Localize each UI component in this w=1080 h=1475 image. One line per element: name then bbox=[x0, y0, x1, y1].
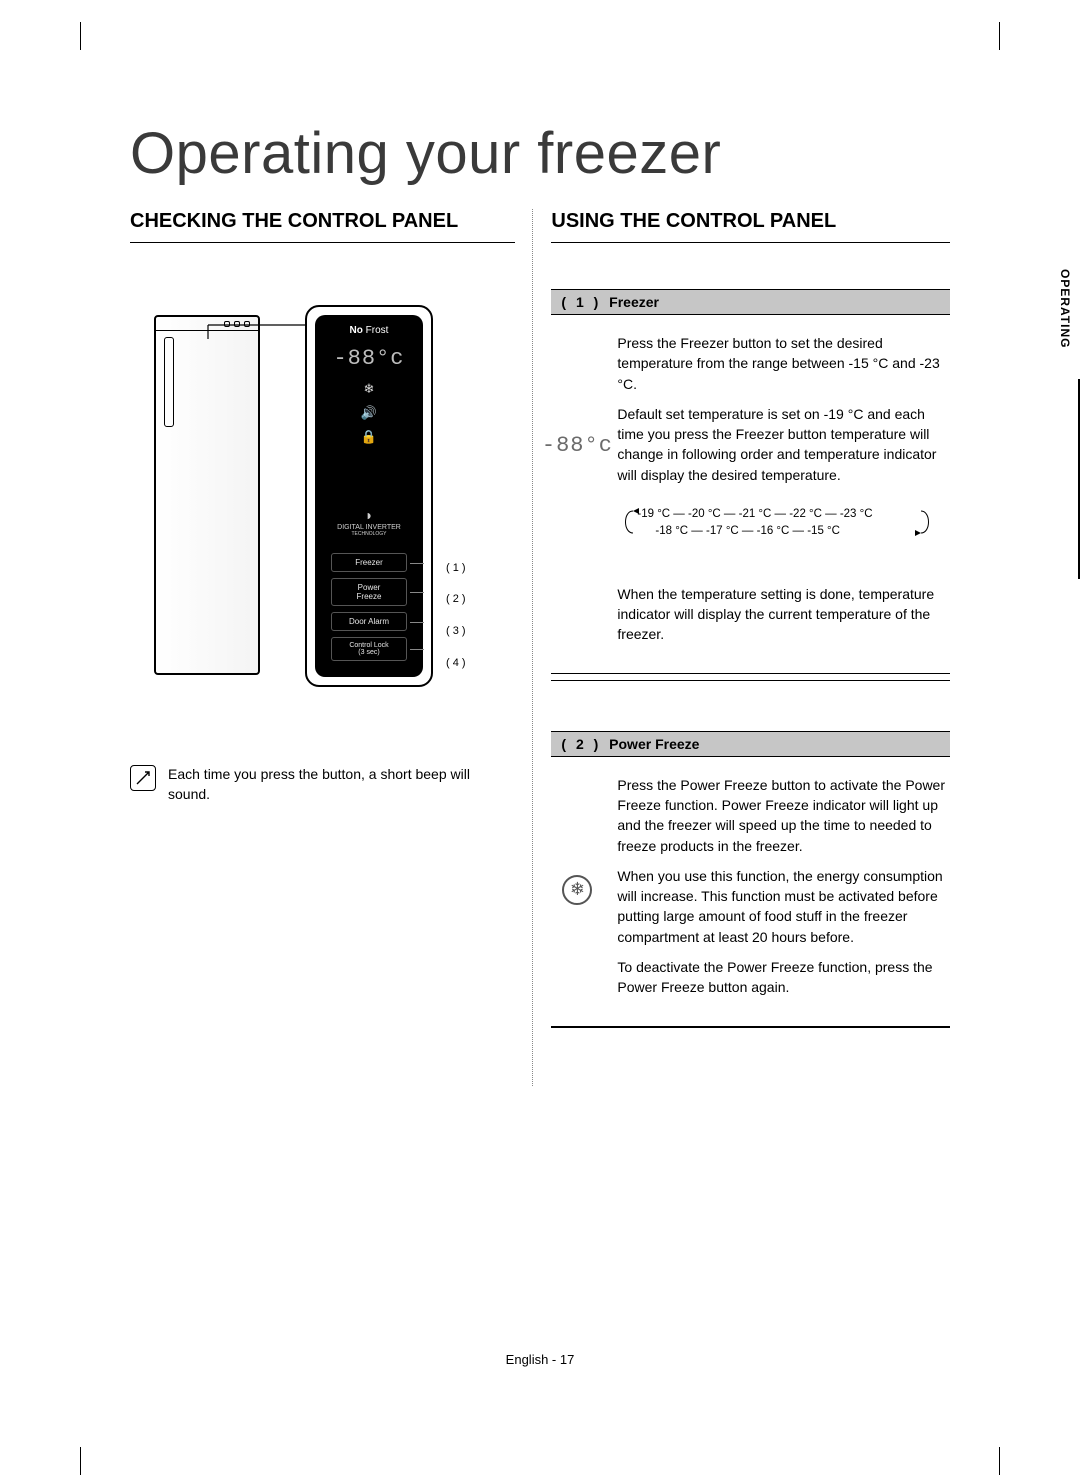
feature-2-header: ( 2 ) Power Freeze bbox=[551, 731, 950, 757]
alarm-icon: 🔊 bbox=[361, 405, 377, 421]
divider bbox=[551, 1027, 950, 1028]
page-footer: English - 17 bbox=[130, 1352, 950, 1367]
callout-number-3: ( 3 ) bbox=[446, 625, 466, 637]
panel-buttons: Freezer Power Freeze Door Alarm Control … bbox=[321, 547, 417, 667]
section-heading-right: USING THE CONTROL PANEL bbox=[551, 209, 950, 234]
inverter-logo: ◗ DIGITAL INVERTER TECHNOLOGY bbox=[337, 498, 401, 537]
feature-1-row: -88°c Press the Freezer button to set th… bbox=[551, 315, 950, 674]
note-icon bbox=[130, 765, 156, 791]
power-freeze-button[interactable]: Power Freeze bbox=[331, 578, 407, 606]
callout-number-1: ( 1 ) bbox=[446, 562, 466, 574]
feature-1-header: ( 1 ) Freezer bbox=[551, 289, 950, 315]
callout-number-4: ( 4 ) bbox=[446, 657, 466, 669]
feature-2-row: ❄ Press the Power Freeze button to activ… bbox=[551, 757, 950, 1027]
temperature-display: -88°c bbox=[333, 346, 404, 371]
control-panel-callout: No Frost -88°c ❄ 🔊 🔒 ◗ DIGITAL INVERTER … bbox=[305, 305, 433, 687]
callout-number-2: ( 2 ) bbox=[446, 593, 466, 605]
left-column: CHECKING THE CONTROL PANEL No Frost bbox=[130, 209, 515, 1046]
feature-1-text: Press the Freezer button to set the desi… bbox=[617, 333, 950, 655]
temperature-cycle-diagram: -19 °C — -20 °C — -21 °C — -22 °C — -23 … bbox=[617, 499, 950, 584]
divider bbox=[551, 242, 950, 243]
control-panel: No Frost -88°c ❄ 🔊 🔒 ◗ DIGITAL INVERTER … bbox=[315, 315, 423, 677]
lock-icon: 🔒 bbox=[361, 429, 377, 445]
door-alarm-button[interactable]: Door Alarm bbox=[331, 612, 407, 631]
divider bbox=[551, 680, 950, 681]
freezer-button[interactable]: Freezer bbox=[331, 553, 407, 572]
page-title: Operating your freezer bbox=[130, 120, 950, 187]
divider bbox=[130, 242, 515, 243]
right-column: USING THE CONTROL PANEL ( 1 ) Freezer -8… bbox=[551, 209, 950, 1046]
side-tab: OPERATING bbox=[1058, 269, 1080, 352]
note: Each time you press the button, a short … bbox=[130, 765, 515, 804]
side-tab-label: OPERATING bbox=[1058, 269, 1072, 348]
section-heading-left: CHECKING THE CONTROL PANEL bbox=[130, 209, 515, 234]
freezer-illustration: No Frost -88°c ❄ 🔊 🔒 ◗ DIGITAL INVERTER … bbox=[130, 315, 515, 675]
two-column-layout: CHECKING THE CONTROL PANEL No Frost bbox=[130, 209, 950, 1046]
feature-2-icon: ❄ bbox=[555, 775, 599, 905]
feature-1-icon: -88°c bbox=[555, 333, 599, 458]
note-text: Each time you press the button, a short … bbox=[168, 765, 515, 804]
control-lock-button[interactable]: Control Lock (3 sec) bbox=[331, 637, 407, 661]
feature-2-text: Press the Power Freeze button to activat… bbox=[617, 775, 950, 1008]
no-frost-label: No Frost bbox=[350, 325, 389, 336]
page: Operating your freezer CHECKING THE CONT… bbox=[130, 120, 950, 1349]
power-freeze-icon: ❄ bbox=[364, 381, 375, 397]
